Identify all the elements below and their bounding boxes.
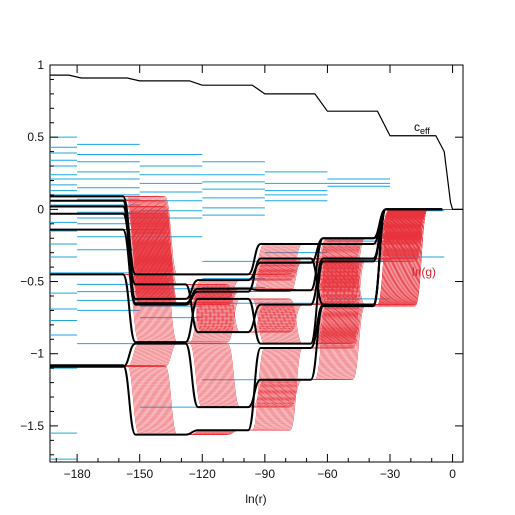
lng-thin-curve-7-12 <box>50 209 460 435</box>
ceff-curve <box>50 74 463 210</box>
lng-thin-curve-7-31 <box>50 209 463 435</box>
lng-thin-curve-7-18 <box>50 209 463 435</box>
ceff-annotation: ceff <box>414 120 430 136</box>
lng-thin-curve-5-9 <box>50 209 457 344</box>
lng-thin-curve-7-21 <box>50 209 463 435</box>
x-axis: −180 −150 −120 −90 −60 −30 0 <box>55 65 456 481</box>
lng-thin-curve-5-13 <box>50 209 462 344</box>
lng-thin-curve-7-2 <box>50 209 449 435</box>
lng-thin-curve-7-20 <box>50 209 463 435</box>
lng-thin-curve-5-25 <box>50 209 463 344</box>
lng-thin-curve-5-29 <box>50 209 463 344</box>
lng-thin-curve-7-25 <box>50 209 463 435</box>
lng-thin-curve-7-22 <box>50 209 463 435</box>
lng-thin-curve-7-4 <box>50 209 451 435</box>
lng-thin-curve-5-23 <box>50 209 463 344</box>
lng-thin-curve-5-28 <box>50 209 463 344</box>
lng-thin-curve-5-12 <box>50 209 460 344</box>
x-tick-label-3: −90 <box>255 467 276 481</box>
lng-thin-curve-7-9 <box>50 209 457 435</box>
lng-thin-curve-7-28 <box>50 209 463 435</box>
x-axis-label: ln(r) <box>245 492 266 506</box>
lng-thin-curve-5-20 <box>50 209 463 344</box>
y-tick-label-5: −1.5 <box>20 419 44 433</box>
ceff-annotation-base: c <box>414 120 420 134</box>
lng-thin-curve-7-24 <box>50 209 463 435</box>
lng-thin-curve-7-13 <box>50 209 462 435</box>
lng-thin-curve-5-32 <box>50 209 463 344</box>
lng-thin-curve-5-24 <box>50 209 463 344</box>
lng-thin-curve-5-33 <box>50 209 463 344</box>
lng-thin-curve-7-19 <box>50 209 463 435</box>
x-tick-label-0: −180 <box>64 467 91 481</box>
lng-thin-curve-5-18 <box>50 209 463 344</box>
lng-thin-curve-5-1 <box>50 209 448 344</box>
lng-thin-curve-5-30 <box>50 209 463 344</box>
lng-thin-curve-7-14 <box>50 209 463 435</box>
x-tick-label-6: 0 <box>449 467 456 481</box>
lng-thick-curves-group <box>50 195 443 436</box>
lng-thin-curve-7-5 <box>50 209 452 435</box>
lng-thin-curve-7-11 <box>50 209 459 435</box>
plot-content <box>50 74 463 460</box>
lng-thin-curve-7-27 <box>50 209 463 435</box>
lng-thin-curve-5-22 <box>50 209 463 344</box>
lng-thin-curve-5-10 <box>50 209 458 344</box>
lng-thin-curve-7-1 <box>50 209 448 435</box>
lng-thin-curve-5-7 <box>50 209 455 344</box>
lng-annotation: ln(g) <box>412 265 436 279</box>
lng-thick-curve-0 <box>50 195 443 276</box>
lng-thin-curve-5-4 <box>50 209 451 344</box>
lng-thin-curve-5-2 <box>50 209 449 344</box>
lng-thin-curve-5-16 <box>50 209 463 344</box>
lng-thick-curve-3 <box>50 208 443 334</box>
lng-thin-curve-5-5 <box>50 209 452 344</box>
lng-thin-curve-7-10 <box>50 209 458 435</box>
lng-thin-curve-7-17 <box>50 209 463 435</box>
y-tick-label-3: −0.5 <box>20 275 44 289</box>
y-tick-label-0: 1 <box>37 58 44 72</box>
x-tick-label-5: −30 <box>380 467 401 481</box>
lng-thin-curve-7-23 <box>50 209 463 435</box>
lng-thin-curve-7-16 <box>50 209 463 435</box>
lng-thin-curve-5-31 <box>50 209 463 344</box>
ceff-annotation-subscript: eff <box>420 126 430 136</box>
y-tick-label-1: 0.5 <box>27 130 44 144</box>
lng-thin-curve-5-11 <box>50 209 459 344</box>
lng-thin-curve-5-8 <box>50 209 456 344</box>
y-tick-label-4: −1 <box>30 347 44 361</box>
lng-thin-curve-7-15 <box>50 209 463 435</box>
lng-thin-curve-5-6 <box>50 209 454 344</box>
y-axis: 1 0.5 0 −0.5 −1 −1.5 <box>20 58 463 456</box>
lng-thin-curve-5-26 <box>50 209 463 344</box>
y-tick-label-2: 0 <box>37 202 44 216</box>
x-tick-label-4: −60 <box>317 467 338 481</box>
lng-thin-curve-7-33 <box>50 209 463 435</box>
lng-thin-curve-5-17 <box>50 209 463 344</box>
lng-thin-curve-5-14 <box>50 209 463 344</box>
lng-thin-curve-7-30 <box>50 209 463 435</box>
x-tick-label-1: −150 <box>126 467 153 481</box>
lng-thin-curve-7-32 <box>50 209 463 435</box>
lng-thin-curve-7-6 <box>50 209 454 435</box>
lng-thin-curve-5-3 <box>50 209 450 344</box>
lng-thin-curve-5-27 <box>50 209 463 344</box>
x-tick-label-2: −120 <box>189 467 216 481</box>
lng-thin-curve-7-29 <box>50 209 463 435</box>
lng-thin-curve-5-19 <box>50 209 463 344</box>
lng-thin-curve-7-7 <box>50 209 455 435</box>
lng-thick-curve-5 <box>50 208 443 345</box>
lng-thin-curve-5-21 <box>50 209 463 344</box>
lng-thin-curve-5-15 <box>50 209 463 344</box>
lng-thick-curve-7 <box>50 208 443 436</box>
lng-thin-curve-7-8 <box>50 209 456 435</box>
lng-thin-curve-7-26 <box>50 209 463 435</box>
lng-thin-curve-7-0 <box>50 209 447 435</box>
ceff-curve-group <box>50 74 463 210</box>
lng-thin-curve-7-3 <box>50 209 450 435</box>
